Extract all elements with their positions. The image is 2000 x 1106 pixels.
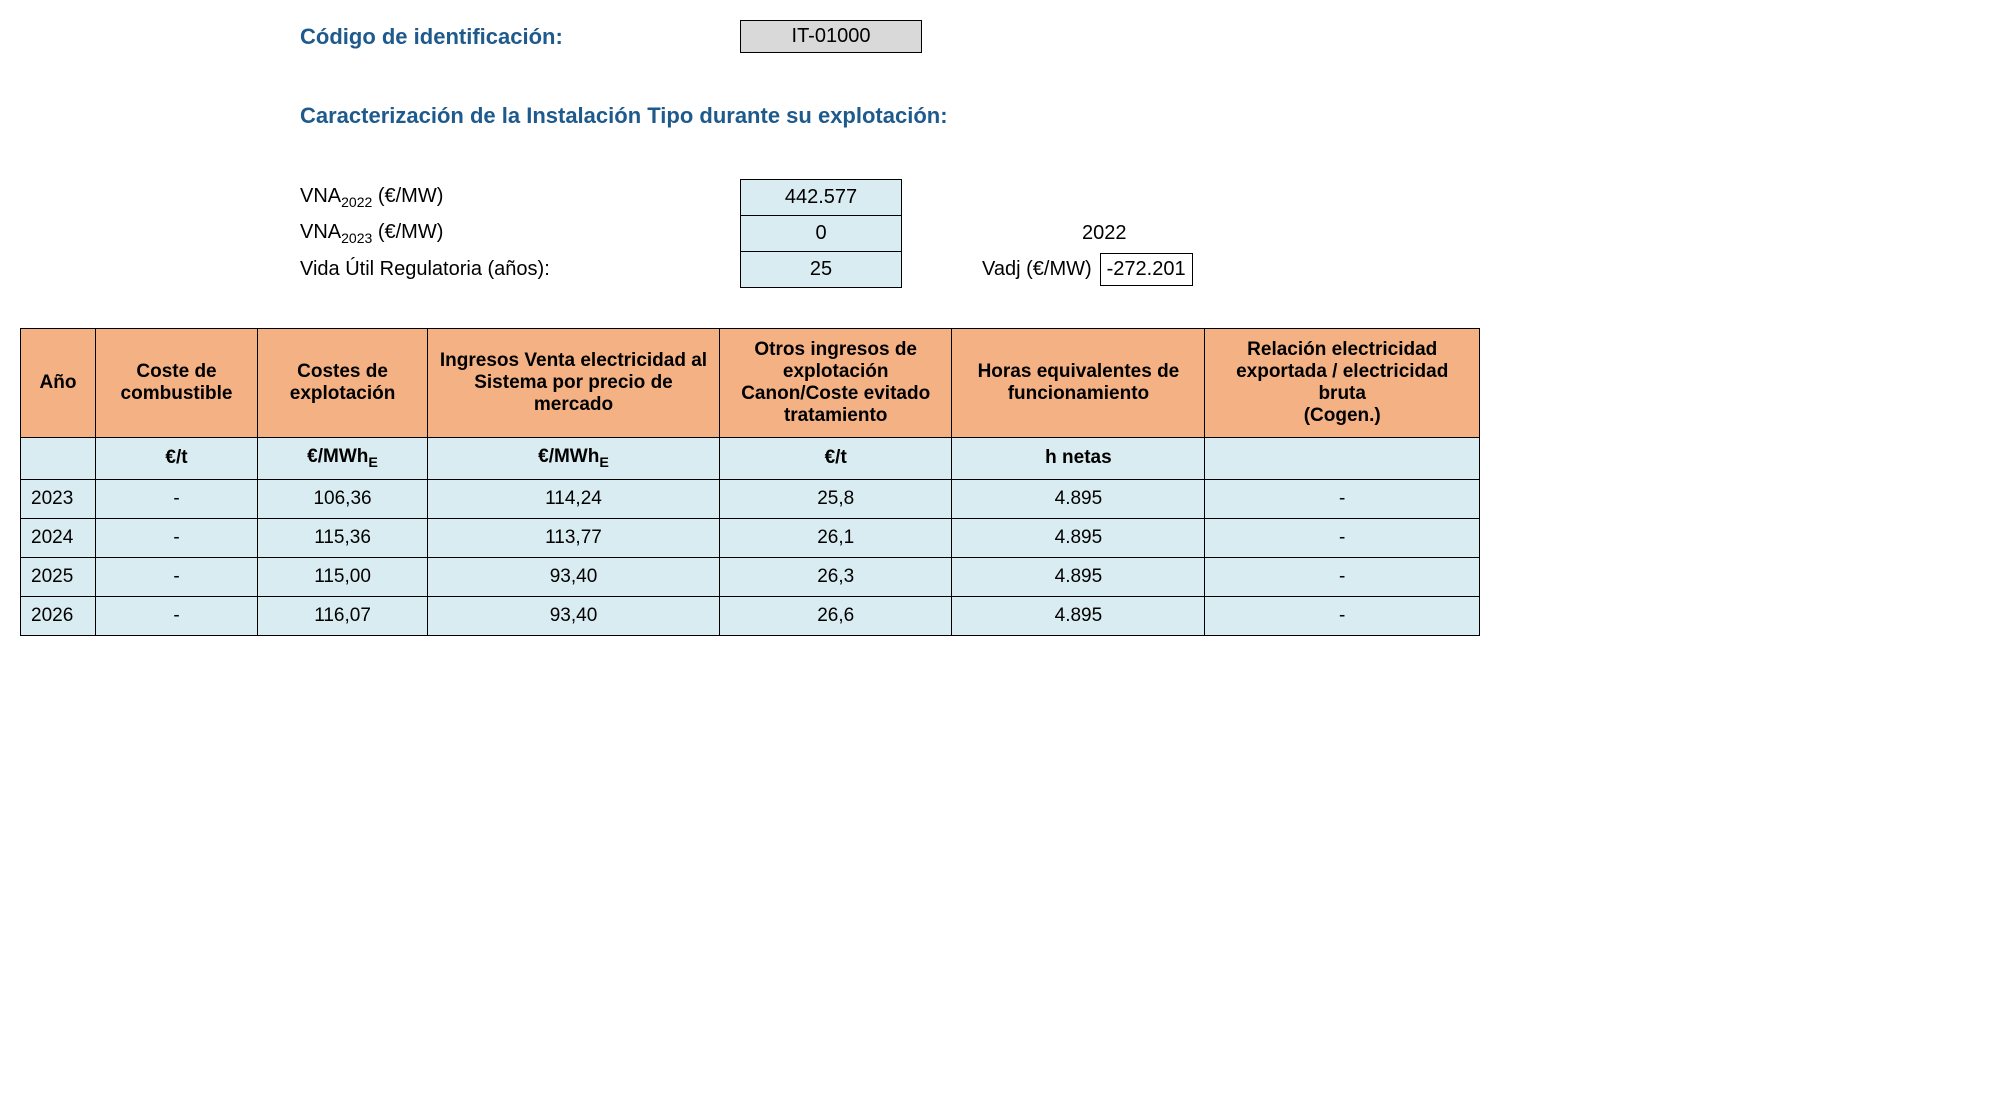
code-label: Código de identificación: — [300, 24, 740, 50]
table-cell: - — [95, 596, 257, 635]
table-header-row: AñoCoste de combustibleCostes de explota… — [21, 329, 1480, 438]
unit-cell: h netas — [952, 438, 1205, 480]
table-cell: 114,24 — [428, 479, 720, 518]
table-row: 2026-116,0793,4026,64.895- — [21, 596, 1480, 635]
table-cell: 25,8 — [719, 479, 951, 518]
side-year-col: 2022 — [1082, 222, 1127, 245]
table-cell: - — [95, 518, 257, 557]
col-header: Coste de combustible — [95, 329, 257, 438]
table-cell: 4.895 — [952, 557, 1205, 596]
table-cell: 106,36 — [258, 479, 428, 518]
vida-label: Vida Útil Regulatoria (años): — [300, 258, 740, 281]
vna2022-value: 442.577 — [740, 179, 902, 215]
table-body: €/t€/MWhE€/MWhE€/th netas2023-106,36114,… — [21, 438, 1480, 636]
vna1-unit: (€/MW) — [372, 185, 443, 207]
table-cell: 2026 — [21, 596, 96, 635]
vida-row: Vida Útil Regulatoria (años): 25 Vadj (€… — [300, 251, 1980, 288]
vna1-prefix: VNA — [300, 185, 341, 207]
vadj-col: Vadj (€/MW) -272.201 — [982, 253, 1193, 286]
table-cell: 2025 — [21, 557, 96, 596]
table-head: AñoCoste de combustibleCostes de explota… — [21, 329, 1480, 438]
table-row: 2025-115,0093,4026,34.895- — [21, 557, 1480, 596]
table-cell: - — [95, 557, 257, 596]
vadj-value: -272.201 — [1100, 253, 1193, 286]
table-cell: 113,77 — [428, 518, 720, 557]
vna2-sub: 2023 — [341, 230, 372, 246]
table-cell: 4.895 — [952, 479, 1205, 518]
table-cell: 93,40 — [428, 557, 720, 596]
vna2022-label: VNA2022 (€/MW) — [300, 185, 740, 210]
vadj-label: Vadj (€/MW) — [982, 258, 1092, 281]
col-header: Otros ingresos de explotación Canon/Cost… — [719, 329, 951, 438]
code-row: Código de identificación: IT-01000 — [300, 20, 1980, 53]
table-cell: 2024 — [21, 518, 96, 557]
table-cell: - — [95, 479, 257, 518]
side-year: 2022 — [1082, 222, 1127, 245]
table-cell: - — [1205, 479, 1480, 518]
table-cell: 26,1 — [719, 518, 951, 557]
table-cell: 4.895 — [952, 596, 1205, 635]
unit-cell: €/MWhE — [428, 438, 720, 480]
table-cell: 115,00 — [258, 557, 428, 596]
section-title: Caracterización de la Instalación Tipo d… — [300, 103, 1980, 129]
table-cell: 4.895 — [952, 518, 1205, 557]
table-cell: - — [1205, 596, 1480, 635]
table-cell: 26,3 — [719, 557, 951, 596]
unit-cell — [21, 438, 96, 480]
table-cell: 93,40 — [428, 596, 720, 635]
unit-cell — [1205, 438, 1480, 480]
vna2023-label: VNA2023 (€/MW) — [300, 221, 740, 246]
col-header: Ingresos Venta electricidad al Sistema p… — [428, 329, 720, 438]
vna2023-row: VNA2023 (€/MW) 0 2022 — [300, 215, 1980, 251]
table-row: 2023-106,36114,2425,84.895- — [21, 479, 1480, 518]
col-header: Horas equivalentes de funcionamiento — [952, 329, 1205, 438]
code-value: IT-01000 — [740, 20, 922, 53]
table-cell: 26,6 — [719, 596, 951, 635]
main-table: AñoCoste de combustibleCostes de explota… — [20, 328, 1480, 636]
unit-cell: €/t — [719, 438, 951, 480]
vna2-unit: (€/MW) — [372, 221, 443, 243]
units-row: €/t€/MWhE€/MWhE€/th netas — [21, 438, 1480, 480]
vna1-sub: 2022 — [341, 194, 372, 210]
vna2023-value: 0 — [740, 215, 902, 251]
table-cell: - — [1205, 557, 1480, 596]
col-header: Relación electricidad exportada / electr… — [1205, 329, 1480, 438]
table-cell: 116,07 — [258, 596, 428, 635]
vna2022-row: VNA2022 (€/MW) 442.577 — [300, 179, 1980, 215]
table-cell: - — [1205, 518, 1480, 557]
unit-cell: €/t — [95, 438, 257, 480]
header-section: Código de identificación: IT-01000 Carac… — [300, 20, 1980, 288]
vida-value: 25 — [740, 251, 902, 288]
table-row: 2024-115,36113,7726,14.895- — [21, 518, 1480, 557]
col-header: Año — [21, 329, 96, 438]
col-header: Costes de explotación — [258, 329, 428, 438]
table-cell: 115,36 — [258, 518, 428, 557]
unit-cell: €/MWhE — [258, 438, 428, 480]
table-cell: 2023 — [21, 479, 96, 518]
vna2-prefix: VNA — [300, 221, 341, 243]
